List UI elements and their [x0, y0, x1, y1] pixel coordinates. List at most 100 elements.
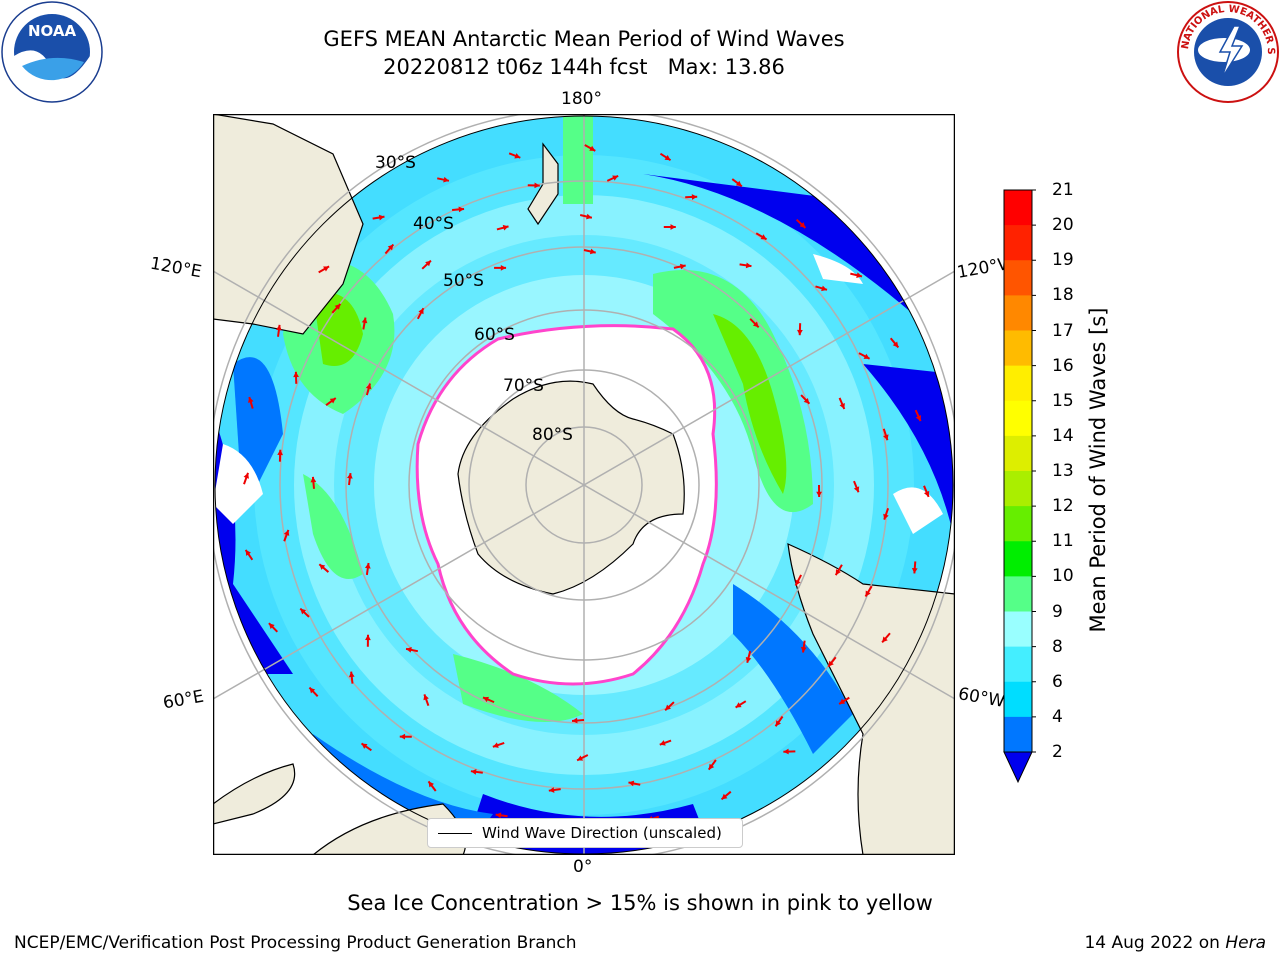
wind-wave-arrow-head — [300, 608, 307, 615]
wind-wave-arrow-head — [911, 567, 918, 574]
wind-wave-arrow-head — [839, 698, 846, 705]
wind-wave-arrow-head — [514, 153, 521, 159]
wind-wave-arrow-head — [883, 434, 889, 441]
wind-wave-arrow-head — [310, 476, 317, 483]
colorbar-tick-label: 8 — [1052, 636, 1063, 657]
lat-label-70s: 70°S — [503, 376, 544, 396]
wind-wave-arrow-head — [853, 486, 860, 493]
wind-wave-arrow-head — [243, 472, 249, 479]
wind-wave-arrow-head — [276, 324, 282, 331]
wind-wave-arrow-head — [348, 671, 355, 678]
colorbar-segment — [1004, 541, 1032, 577]
colorbar-tick-label: 17 — [1052, 320, 1074, 341]
colorbar-segment — [1004, 681, 1032, 718]
polar-map — [213, 114, 955, 855]
legend-label: Wind Wave Direction (unscaled) — [482, 824, 722, 842]
colorbar-tick-label: 13 — [1052, 461, 1074, 481]
wind-wave-arrow-head — [361, 743, 368, 749]
colorbar-tick-label: 16 — [1052, 355, 1074, 376]
lat-label-60s: 60°S — [474, 325, 515, 345]
lat-label-40s: 40°S — [413, 214, 454, 234]
colorbar-segment — [1004, 365, 1032, 402]
wind-wave-arrow-head — [612, 175, 619, 181]
wind-wave-arrow-head — [735, 180, 742, 187]
wind-wave-arrow-head — [309, 687, 316, 694]
wind-wave-arrow-head — [458, 206, 465, 213]
lon-label-60e: 60°E — [161, 686, 206, 714]
colorbar-tick-label: 4 — [1052, 706, 1063, 727]
colorbar-segment — [1004, 330, 1032, 367]
wind-wave-arrow-head — [803, 397, 810, 404]
colorbar-tick-label: 15 — [1052, 390, 1074, 411]
wind-wave-arrow-head — [365, 383, 372, 390]
colorbar-tick-label: 10 — [1052, 566, 1074, 587]
colorbar-extend-arrow — [1003, 751, 1033, 784]
nws-logo: NATIONAL WEATHER SERVICE — [1176, 0, 1279, 103]
colorbar-segment — [1004, 576, 1032, 612]
antarctica — [457, 380, 685, 595]
wind-wave-arrow-head — [418, 308, 424, 315]
colorbar-segment — [1004, 611, 1032, 648]
wind-wave-arrow-head — [892, 341, 899, 348]
wind-wave-arrow-head — [752, 321, 759, 328]
wind-wave-arrow-head — [425, 260, 431, 267]
wind-wave-arrow-head — [443, 176, 449, 183]
wind-wave-arrow-head — [628, 780, 635, 787]
colorbar-segment — [1004, 506, 1032, 542]
colorbar-tick-label: 14 — [1052, 425, 1074, 446]
wind-wave-arrow-head — [577, 755, 584, 761]
noaa-logo: NOAA — [1, 1, 103, 103]
wind-wave-arrow-head — [334, 303, 341, 310]
svg-text:NOAA: NOAA — [28, 22, 77, 40]
wind-wave-arrow-head — [364, 563, 371, 569]
wave-period-field — [215, 116, 953, 854]
wind-wave-arrow-head — [760, 234, 767, 240]
wind-wave-arrow-head — [586, 213, 592, 220]
wind-wave-arrow-head — [800, 646, 807, 653]
colorbar-segment — [1004, 260, 1032, 296]
colorbar-tick-label: 2 — [1052, 742, 1063, 762]
colorbar-segment — [1004, 435, 1032, 472]
wind-wave-arrow-head — [883, 513, 889, 520]
wind-wave-arrow-head — [915, 415, 922, 422]
wind-wave-arrow-head — [319, 564, 326, 570]
sea-ice-note: Sea Ice Concentration > 15% is shown in … — [347, 891, 933, 915]
graticule — [213, 114, 955, 855]
wind-wave-arrow-head — [277, 449, 284, 456]
wind-wave-arrows — [243, 144, 930, 828]
wind-wave-arrow-head — [399, 733, 406, 740]
wind-wave-arrow-head — [500, 265, 507, 271]
wind-wave-arrow-head — [664, 154, 671, 161]
wind-wave-arrow-head — [534, 182, 540, 189]
wind-wave-arrow-head — [665, 704, 671, 711]
wind-wave-arrow-head — [721, 793, 728, 800]
wind-wave-arrow-head — [863, 353, 870, 359]
wind-wave-arrow-head — [816, 491, 822, 497]
wind-wave-arrow-head — [735, 702, 742, 708]
map-legend: Wind Wave Direction (unscaled) — [427, 818, 743, 848]
colorbar-segment — [1004, 716, 1032, 753]
wind-wave-arrow-head — [835, 569, 841, 576]
wind-wave-arrow-head — [589, 248, 596, 255]
wind-wave-arrow-head — [828, 660, 834, 667]
legend-line-icon — [438, 832, 472, 834]
wind-wave-arrow-head — [483, 696, 489, 703]
wind-wave-arrow-head — [572, 717, 578, 724]
wind-wave-arrow-head — [797, 329, 803, 336]
wind-wave-arrow-head — [708, 763, 715, 770]
colorbar-tick-label: 9 — [1052, 601, 1063, 622]
wind-wave-arrow-head — [365, 634, 371, 641]
colorbar-tick-label: 12 — [1052, 496, 1074, 517]
wind-wave-arrow-head — [589, 145, 596, 151]
wind-wave-arrow-head — [268, 623, 275, 629]
colorbar-segment — [1004, 225, 1032, 261]
lon-label-60w: 60°W — [956, 684, 1007, 712]
colorbar-segment — [1004, 190, 1032, 226]
lon-label-180: 180° — [561, 89, 602, 109]
footer-host: Hera — [1225, 933, 1266, 953]
wind-wave-arrow-head — [346, 473, 353, 479]
wind-wave-arrow-head — [670, 224, 676, 230]
wind-wave-arrow-head — [865, 590, 871, 597]
wind-wave-arrow-head — [492, 742, 499, 748]
footer-date-text: 14 Aug 2022 on — [1084, 933, 1226, 953]
